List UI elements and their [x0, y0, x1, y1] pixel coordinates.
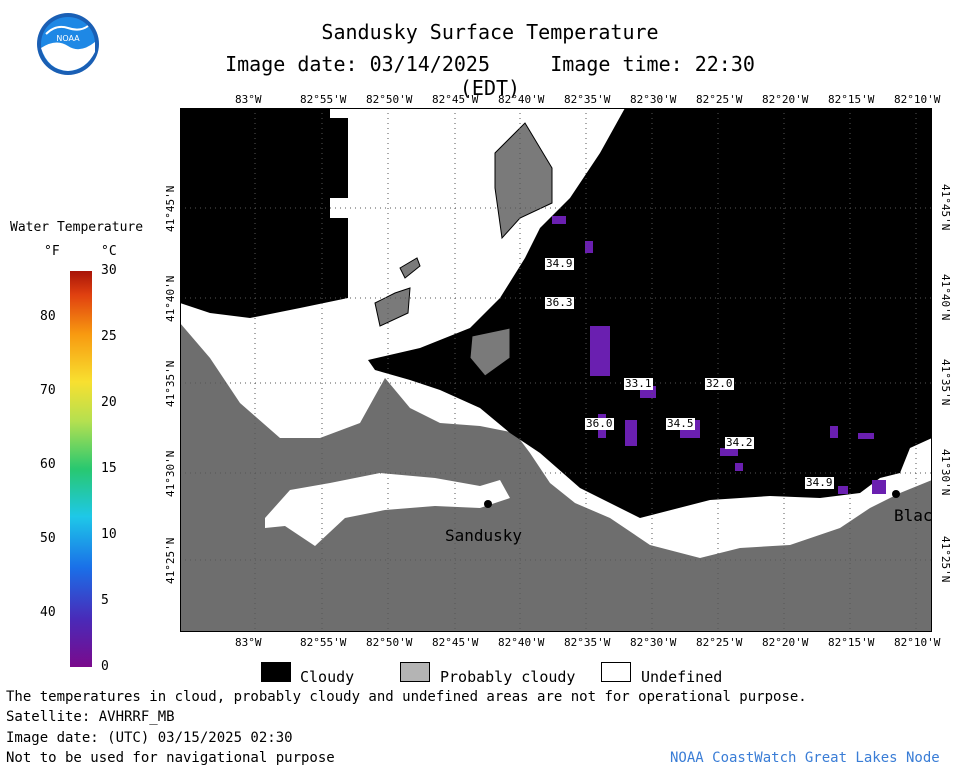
longitude-label: 82°25'W [696, 93, 743, 106]
longitude-label: 82°50'W [366, 636, 413, 649]
colorbar-tick-f: 70 [40, 383, 56, 398]
longitude-label: 83°W [235, 93, 262, 106]
longitude-label: 82°50'W [366, 93, 413, 106]
longitude-label: 82°10'W [894, 93, 941, 106]
longitude-label: 82°35'W [564, 636, 611, 649]
noaa-logo: NOAA [36, 12, 100, 76]
footer-credit: NOAA CoastWatch Great Lakes Node [670, 750, 940, 766]
colorbar-title: Water Temperature [10, 220, 144, 235]
probably-cloudy-2 [374, 287, 411, 327]
colorbar-unit-c: °C [101, 244, 117, 259]
legend-label-undefined: Undefined [641, 668, 723, 686]
longitude-label: 82°45'W [432, 636, 479, 649]
sandusky-dot [484, 500, 492, 508]
colorbar-tick-c: 15 [101, 461, 117, 476]
legend-swatch-undefined [601, 662, 631, 682]
temperature-label: 33.1 [624, 377, 653, 390]
legend-label-cloudy: Cloudy [300, 668, 355, 686]
graticule [180, 108, 932, 632]
image-time: Image time: 22:30 (EDT) [459, 52, 755, 100]
temperature-label: 34.9 [805, 476, 834, 489]
probably-cloudy-1 [494, 122, 553, 240]
page-title: Sandusky Surface Temperature [321, 20, 659, 44]
longitude-label: 83°W [235, 636, 262, 649]
colorbar-tick-c: 30 [101, 263, 117, 278]
colorbar-tick-c: 20 [101, 395, 117, 410]
colorbar-tick-f: 80 [40, 309, 56, 324]
temperature-label: 34.5 [666, 417, 695, 430]
footer-navigation: Not to be used for navigational purpose [6, 750, 335, 766]
footer-utc-date: Image date: (UTC) 03/15/2025 02:30 [6, 730, 293, 746]
latitude-label: 41°25'N [939, 536, 952, 583]
colorbar-tick-c: 0 [101, 659, 109, 674]
longitude-label: 82°40'W [498, 93, 545, 106]
latitude-label: 41°40'N [939, 274, 952, 321]
longitude-label: 82°30'W [630, 93, 677, 106]
cloud-east [368, 108, 932, 518]
longitude-label: 82°45'W [432, 93, 479, 106]
latitude-label: 41°35'N [164, 360, 177, 407]
colorbar-tick-f: 60 [40, 457, 56, 472]
footer-disclaimer: The temperatures in cloud, probably clou… [6, 689, 807, 705]
city-label-blac: Blac [894, 506, 933, 525]
longitude-label: 82°55'W [300, 636, 347, 649]
colorbar-tick-f: 50 [40, 531, 56, 546]
colorbar-tick-c: 25 [101, 329, 117, 344]
longitude-label: 82°20'W [762, 636, 809, 649]
colorbar-tick-c: 10 [101, 527, 117, 542]
latitude-label: 41°35'N [939, 359, 952, 406]
colorbar-gradient [70, 271, 92, 667]
latitude-label: 41°30'N [939, 449, 952, 496]
longitude-label: 82°40'W [498, 636, 545, 649]
colorbar-tick-f: 40 [40, 605, 56, 620]
temperature-label: 34.2 [725, 436, 754, 449]
longitude-label: 82°25'W [696, 636, 743, 649]
image-date: Image date: 03/14/2025 [225, 52, 490, 76]
legend-swatch-probably-cloudy [400, 662, 430, 682]
legend-swatch-cloudy [261, 662, 291, 682]
probably-cloudy-3 [399, 257, 421, 279]
temperature-map [180, 108, 932, 632]
probably-cloudy-4 [469, 327, 511, 377]
legend-label-probably-cloudy: Probably cloudy [440, 668, 576, 686]
blac-dot [892, 490, 900, 498]
city-label-sandusky: Sandusky [445, 526, 523, 545]
temperature-label: 32.0 [705, 377, 734, 390]
temperature-label: 36.3 [545, 296, 574, 309]
footer-satellite: Satellite: AVHRRF_MB [6, 709, 175, 725]
temperature-label: 34.9 [545, 257, 574, 270]
colorbar-unit-f: °F [44, 244, 60, 259]
temperature-label: 36.0 [585, 417, 614, 430]
svg-text:NOAA: NOAA [56, 34, 80, 43]
land-area [180, 323, 932, 632]
cloud-west [180, 108, 348, 318]
latitude-label: 41°40'N [164, 275, 177, 322]
longitude-label: 82°10'W [894, 636, 941, 649]
sandusky-bay [265, 473, 510, 546]
latitude-label: 41°45'N [164, 185, 177, 232]
longitude-label: 82°30'W [630, 636, 677, 649]
colorbar-tick-c: 5 [101, 593, 109, 608]
longitude-label: 82°15'W [828, 93, 875, 106]
image-date-time: Image date: 03/14/2025 Image time: 22:30… [190, 52, 790, 100]
longitude-label: 82°35'W [564, 93, 611, 106]
latitude-label: 41°25'N [164, 537, 177, 584]
longitude-label: 82°20'W [762, 93, 809, 106]
latitude-label: 41°45'N [939, 184, 952, 231]
longitude-label: 82°55'W [300, 93, 347, 106]
longitude-label: 82°15'W [828, 636, 875, 649]
latitude-label: 41°30'N [164, 450, 177, 497]
